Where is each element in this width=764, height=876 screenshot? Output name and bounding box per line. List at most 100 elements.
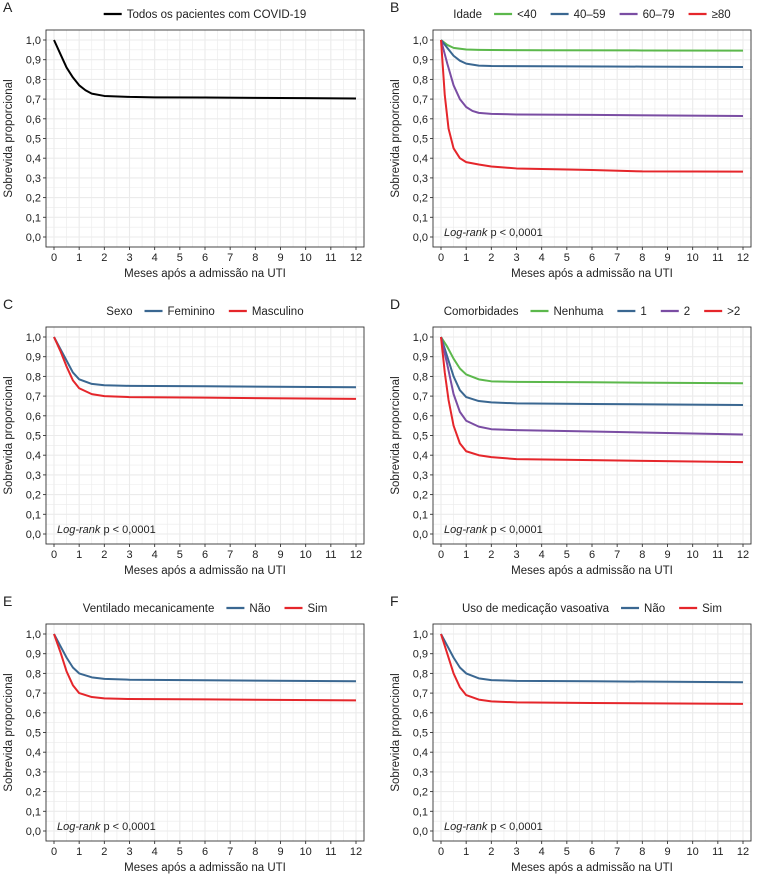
legend-label-2: Sim (702, 603, 722, 615)
y-tick-label: 0,0 (26, 232, 41, 244)
y-tick-label: 0,6 (413, 708, 428, 720)
legend-label-4: ≥80 (712, 9, 731, 21)
panel-d: D0 1 2 3 4 5 6 7 8 9 10 11 120,00,10,20,30,40,50,60,… (390, 296, 752, 577)
x-axis-label: Meses após a admissão na UTI (511, 862, 673, 874)
y-tick-label: 0,9 (413, 352, 428, 364)
y-tick-label: 0,4 (26, 747, 41, 759)
y-tick-label: 0,1 (413, 509, 428, 521)
series-line-4 (440, 336, 744, 464)
x-tick-label: 3 (513, 549, 519, 561)
x-tick-label: 1 (463, 252, 469, 264)
x-tick-label: 1 (463, 549, 469, 561)
y-axis-label: Sobrevida proporcional (390, 376, 402, 494)
logrank-label: Log-rank (444, 227, 488, 239)
y-tick-label: 0,1 (26, 509, 41, 521)
y-axis-label: Sobrevida proporcional (3, 673, 15, 791)
series-line-1 (440, 39, 744, 52)
y-tick-label: 0,6 (26, 411, 41, 423)
legend: Todos os pacientes com COVID-19 (103, 9, 306, 21)
legend: Ventilado mecanicamente Não Sim (83, 603, 328, 615)
x-tick-label: 1 (463, 846, 469, 858)
y-tick-label: 0,0 (413, 826, 428, 838)
x-tick-label: 6 (589, 846, 595, 858)
series-line-1 (53, 633, 357, 683)
y-tick-label: 0,5 (413, 728, 428, 740)
x-tick-label: 11 (712, 252, 723, 264)
y-tick-label: 0,6 (413, 114, 428, 126)
x-tick-label: 10 (300, 549, 312, 561)
panel-c: C0 1 2 3 4 5 6 7 8 9 10 11 120,00,10,20,30,40,50,60,… (3, 296, 365, 577)
x-axis-label: Meses após a admissão na UTI (511, 268, 673, 280)
legend: Idade <40 40–59 60–79 ≥80 (453, 9, 730, 21)
x-tick-label: 12 (737, 252, 749, 264)
y-tick-label: 0,7 (26, 688, 41, 700)
y-tick-label: 0,8 (26, 668, 41, 680)
x-tick-label: 5 (564, 549, 570, 561)
logrank-label: Log-rank (57, 524, 101, 536)
series-line-3 (440, 39, 744, 118)
y-tick-label: 0,8 (26, 74, 41, 86)
x-tick-label: 9 (277, 846, 283, 858)
x-tick-label: 3 (126, 549, 132, 561)
y-tick-label: 0,1 (413, 212, 428, 224)
x-tick-label: 6 (202, 252, 208, 264)
y-tick-label: 1,0 (26, 332, 41, 344)
y-tick-label: 0,4 (26, 153, 41, 165)
grid (433, 327, 751, 544)
y-tick-label: 0,6 (413, 411, 428, 423)
y-tick-label: 0,0 (26, 826, 41, 838)
legend-label-2: Masculino (252, 306, 304, 318)
panel-a: A0 1 2 3 4 5 6 7 8 9 10 11 120,00,10,20,30,40,50,60,… (3, 0, 365, 280)
x-tick-label: 3 (513, 252, 519, 264)
grid (46, 624, 364, 841)
y-tick-label: 0,7 (26, 94, 41, 106)
y-tick-label: 0,6 (26, 708, 41, 720)
legend-label-1: Feminino (168, 306, 215, 318)
logrank-pvalue: p < 0,0001 (487, 524, 542, 536)
y-tick-label: 0,3 (413, 767, 428, 779)
y-axis-label: Sobrevida proporcional (390, 79, 402, 197)
legend-title: Ventilado mecanicamente (83, 603, 215, 615)
x-tick-label: 2 (488, 846, 494, 858)
y-tick-label: 0,0 (413, 232, 428, 244)
x-tick-label: 6 (589, 252, 595, 264)
legend-label-3: 60–79 (643, 9, 675, 21)
y-tick-label: 0,0 (413, 529, 428, 541)
x-axis-label: Meses após a admissão na UTI (124, 862, 286, 874)
x-tick-label: 7 (614, 252, 620, 264)
x-tick-label: 2 (488, 549, 494, 561)
legend-title: Uso de medicação vasoativa (462, 603, 610, 615)
logrank-annotation: Log-rank p < 0,0001 (444, 821, 543, 833)
y-tick-label: 1,0 (26, 35, 41, 47)
y-tick-label: 0,8 (413, 371, 428, 383)
panel-letter: C (3, 296, 13, 312)
legend: Sexo Feminino Masculino (106, 306, 303, 318)
x-tick-label: 3 (126, 846, 132, 858)
x-tick-label: 2 (101, 252, 107, 264)
y-tick-label: 0,6 (26, 114, 41, 126)
legend-label-1: <40 (517, 9, 537, 21)
legend-label-1: Não (249, 603, 270, 615)
x-tick-label: 5 (564, 252, 570, 264)
x-tick-label: 10 (687, 549, 699, 561)
y-tick-label: 0,5 (26, 728, 41, 740)
x-tick-label: 9 (277, 252, 283, 264)
panel-letter: A (3, 0, 13, 15)
x-tick-label: 7 (614, 846, 620, 858)
y-tick-label: 0,5 (26, 431, 41, 443)
x-tick-label: 11 (325, 846, 336, 858)
panel-f: F0 1 2 3 4 5 6 7 8 9 10 11 120,00,10,20,30,40,50,60,… (390, 593, 752, 874)
y-tick-label: 0,9 (413, 649, 428, 661)
x-tick-label: 0 (51, 252, 57, 264)
logrank-label: Log-rank (444, 821, 488, 833)
x-tick-label: 2 (101, 549, 107, 561)
y-tick-label: 0,1 (26, 212, 41, 224)
y-tick-label: 0,3 (413, 173, 428, 185)
x-tick-label: 8 (252, 549, 258, 561)
legend-label-2: Sim (308, 603, 328, 615)
x-tick-label: 7 (227, 549, 233, 561)
x-tick-label: 8 (639, 549, 645, 561)
y-tick-label: 0,3 (26, 173, 41, 185)
x-tick-label: 6 (202, 846, 208, 858)
x-tick-label: 4 (152, 846, 158, 858)
